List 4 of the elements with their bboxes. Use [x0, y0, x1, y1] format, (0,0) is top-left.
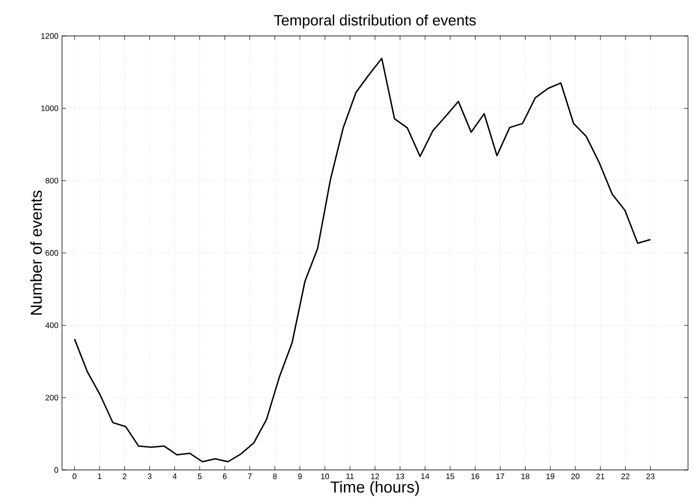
x-axis-title: Time (hours)	[330, 480, 419, 496]
y-axis-title: Number of events	[30, 190, 42, 315]
line-series	[74, 58, 652, 462]
chart-title: Temporal distribution of events	[274, 14, 476, 28]
